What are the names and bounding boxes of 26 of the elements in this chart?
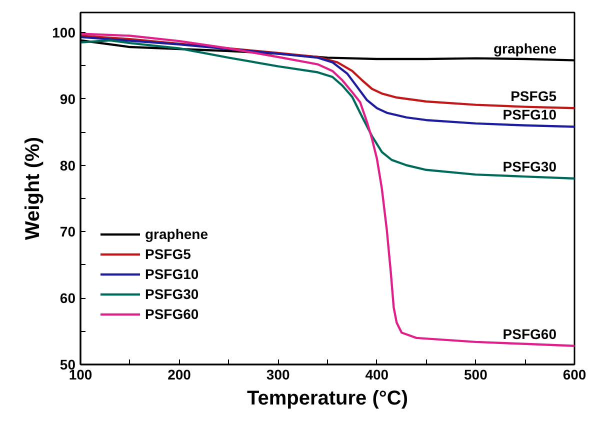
- legend-label: PSFG30: [145, 286, 199, 302]
- legend-label: PSFG60: [145, 306, 199, 322]
- y-tick-label: 80: [60, 157, 76, 174]
- x-tick-label: 600: [562, 366, 586, 382]
- x-tick-label: 200: [168, 366, 192, 382]
- annotation: graphene: [493, 40, 557, 56]
- y-axis-title: Weight (%): [22, 137, 44, 240]
- line-series: [80, 36, 574, 128]
- legend-label: PSFG5: [145, 246, 191, 262]
- legend-label: PSFG10: [145, 266, 199, 282]
- line-series: [80, 34, 574, 110]
- y-tick-label: 70: [60, 224, 76, 240]
- y-tick-label: 60: [60, 290, 76, 306]
- x-axis-title: Temperature (°C): [247, 388, 408, 410]
- line-series: [80, 32, 574, 348]
- line-series: [80, 39, 574, 180]
- x-tick-label: 500: [464, 366, 488, 382]
- x-tick-label: 300: [266, 366, 290, 382]
- y-tick-label: 100: [52, 24, 76, 40]
- legend-label: graphene: [145, 226, 208, 242]
- annotation: PSFG5: [510, 88, 557, 104]
- annotation: PSFG30: [502, 158, 557, 175]
- annotation: PSFG60: [502, 326, 557, 342]
- annotation: PSFG10: [502, 106, 557, 123]
- y-tick-label: 90: [60, 90, 76, 107]
- x-tick-label: 400: [365, 366, 389, 382]
